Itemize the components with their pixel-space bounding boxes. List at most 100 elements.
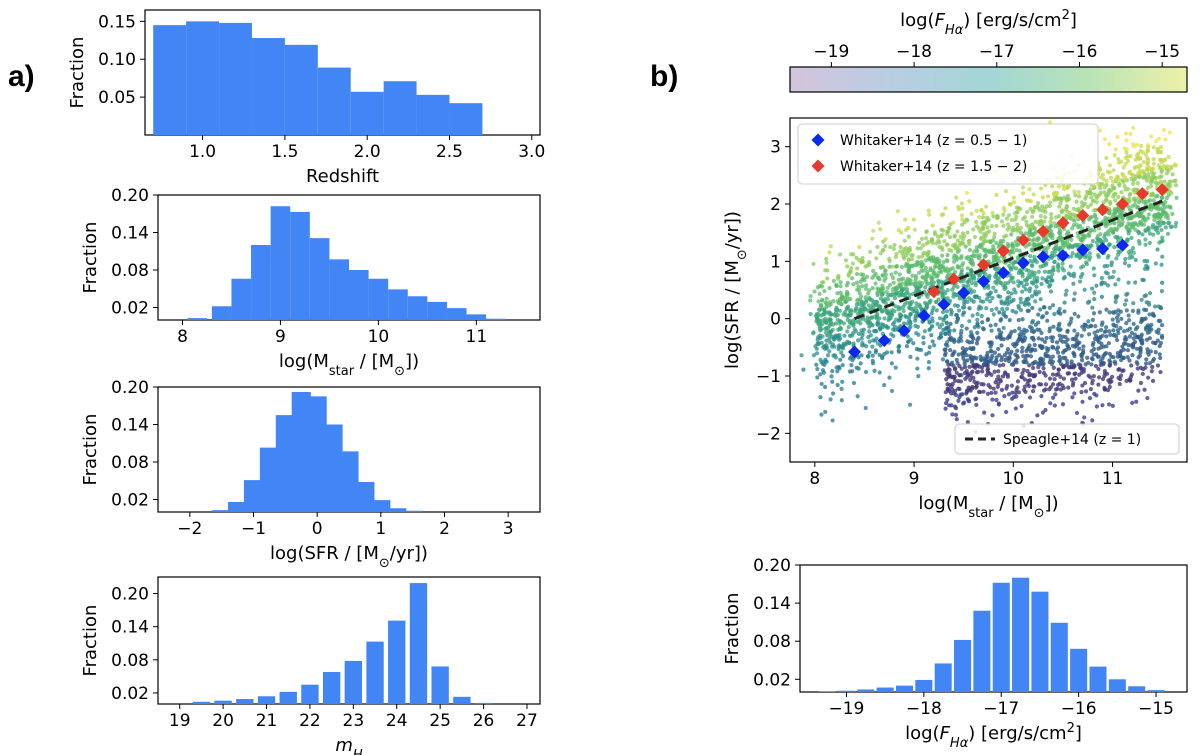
scatter-point — [1116, 249, 1121, 254]
scatter-point — [1072, 291, 1077, 296]
scatter-point — [845, 339, 850, 344]
scatter-point — [950, 412, 955, 417]
scatter-point — [1134, 346, 1140, 351]
scatter-point — [1173, 183, 1179, 188]
scatter-point — [1028, 286, 1033, 291]
scatter-point — [971, 227, 976, 232]
scatter-point — [1032, 242, 1037, 247]
x-axis-label: log(Mstar / [M⊙]) — [279, 351, 419, 379]
scatter-point — [1032, 254, 1037, 260]
scatter-point — [910, 273, 915, 278]
scatter-point — [1068, 264, 1073, 269]
y-tick-label: 0.20 — [111, 186, 149, 206]
scatter-point — [1023, 335, 1028, 341]
scatter-point — [955, 303, 960, 308]
scatter-point — [1030, 272, 1035, 277]
scatter-point — [937, 244, 942, 249]
histogram-bar — [837, 690, 855, 692]
scatter-point — [895, 209, 900, 214]
scatter-point — [1056, 246, 1061, 252]
scatter-point — [853, 308, 858, 314]
scatter-point — [1009, 362, 1015, 367]
scatter-point — [1026, 242, 1031, 247]
scatter-point — [976, 324, 981, 329]
scatter-point — [959, 270, 964, 275]
scatter-point — [1077, 279, 1083, 284]
histogram-bar — [486, 318, 506, 320]
scatter-point — [864, 274, 870, 279]
scatter-point — [1091, 266, 1096, 271]
scatter-point — [979, 235, 984, 240]
scatter-point — [972, 294, 977, 299]
scatter-point — [1078, 274, 1084, 279]
scatter-point — [1055, 265, 1061, 270]
scatter-point — [1032, 342, 1037, 348]
scatter-point — [1073, 371, 1078, 376]
scatter-point — [828, 332, 833, 337]
scatter-point — [1085, 355, 1090, 360]
histogram-bar — [212, 510, 232, 512]
scatter-point — [1009, 232, 1014, 237]
scatter-point — [850, 276, 855, 281]
scatter-point — [870, 298, 875, 303]
scatter-point — [1043, 407, 1048, 413]
x-tick-label: 3.0 — [518, 142, 545, 162]
scatter-point — [916, 254, 921, 260]
scatter-point — [1098, 327, 1104, 332]
scatter-point — [1142, 387, 1147, 392]
scatter-point — [874, 256, 879, 261]
scatter-point — [936, 297, 941, 302]
scatter-point — [1136, 200, 1142, 205]
halpha-flux-histogram: −19 −18 −17 −16 −150.020.080.140.20log(FHα) … — [722, 556, 1188, 751]
scatter-point — [1127, 334, 1132, 339]
colorbar-tick-label: −19 — [813, 42, 849, 62]
scatter-point — [1010, 265, 1016, 270]
scatter-point — [959, 213, 965, 218]
scatter-point — [840, 363, 845, 368]
scatter-point — [871, 228, 876, 233]
x-tick-label: 2.5 — [436, 142, 463, 162]
scatter-point — [1047, 326, 1053, 331]
scatter-point — [1038, 344, 1044, 349]
scatter-point — [970, 313, 975, 318]
scatter-point — [1040, 337, 1045, 342]
scatter-point — [1124, 138, 1129, 143]
scatter-point — [1070, 251, 1075, 256]
scatter-point — [843, 258, 849, 263]
scatter-point — [1131, 187, 1136, 193]
scatter-point — [839, 350, 844, 355]
scatter-point — [882, 383, 887, 388]
scatter-point — [956, 339, 961, 344]
histogram-bar — [366, 641, 384, 704]
scatter-point — [966, 283, 971, 288]
scatter-point — [907, 402, 913, 407]
scatter-point — [1166, 154, 1171, 160]
scatter-point — [1147, 291, 1153, 296]
scatter-point — [1018, 296, 1023, 301]
scatter-point — [959, 323, 965, 329]
scatter-point — [998, 379, 1003, 384]
scatter-point — [1001, 212, 1006, 217]
scatter-point — [1114, 227, 1119, 232]
scatter-point — [880, 355, 885, 361]
scatter-point — [1051, 268, 1056, 273]
scatter-point — [898, 244, 903, 249]
scatter-point — [871, 268, 876, 274]
scatter-point — [1075, 244, 1080, 249]
scatter-point — [1150, 311, 1156, 316]
scatter-point — [1145, 216, 1150, 221]
scatter-point — [1013, 358, 1018, 363]
scatter-point — [1000, 306, 1005, 312]
scatter-point — [1160, 235, 1165, 240]
scatter-point — [907, 292, 912, 297]
scatter-point — [1001, 223, 1006, 229]
scatter-point — [1157, 175, 1162, 180]
scatter-point — [1105, 255, 1110, 260]
scatter-point — [1148, 349, 1153, 354]
scatter-point — [1039, 394, 1044, 399]
scatter-point — [1070, 383, 1075, 388]
scatter-point — [836, 300, 841, 306]
scatter-point — [1107, 384, 1112, 390]
scatter-point — [1110, 317, 1115, 322]
histogram-bar — [388, 289, 408, 320]
